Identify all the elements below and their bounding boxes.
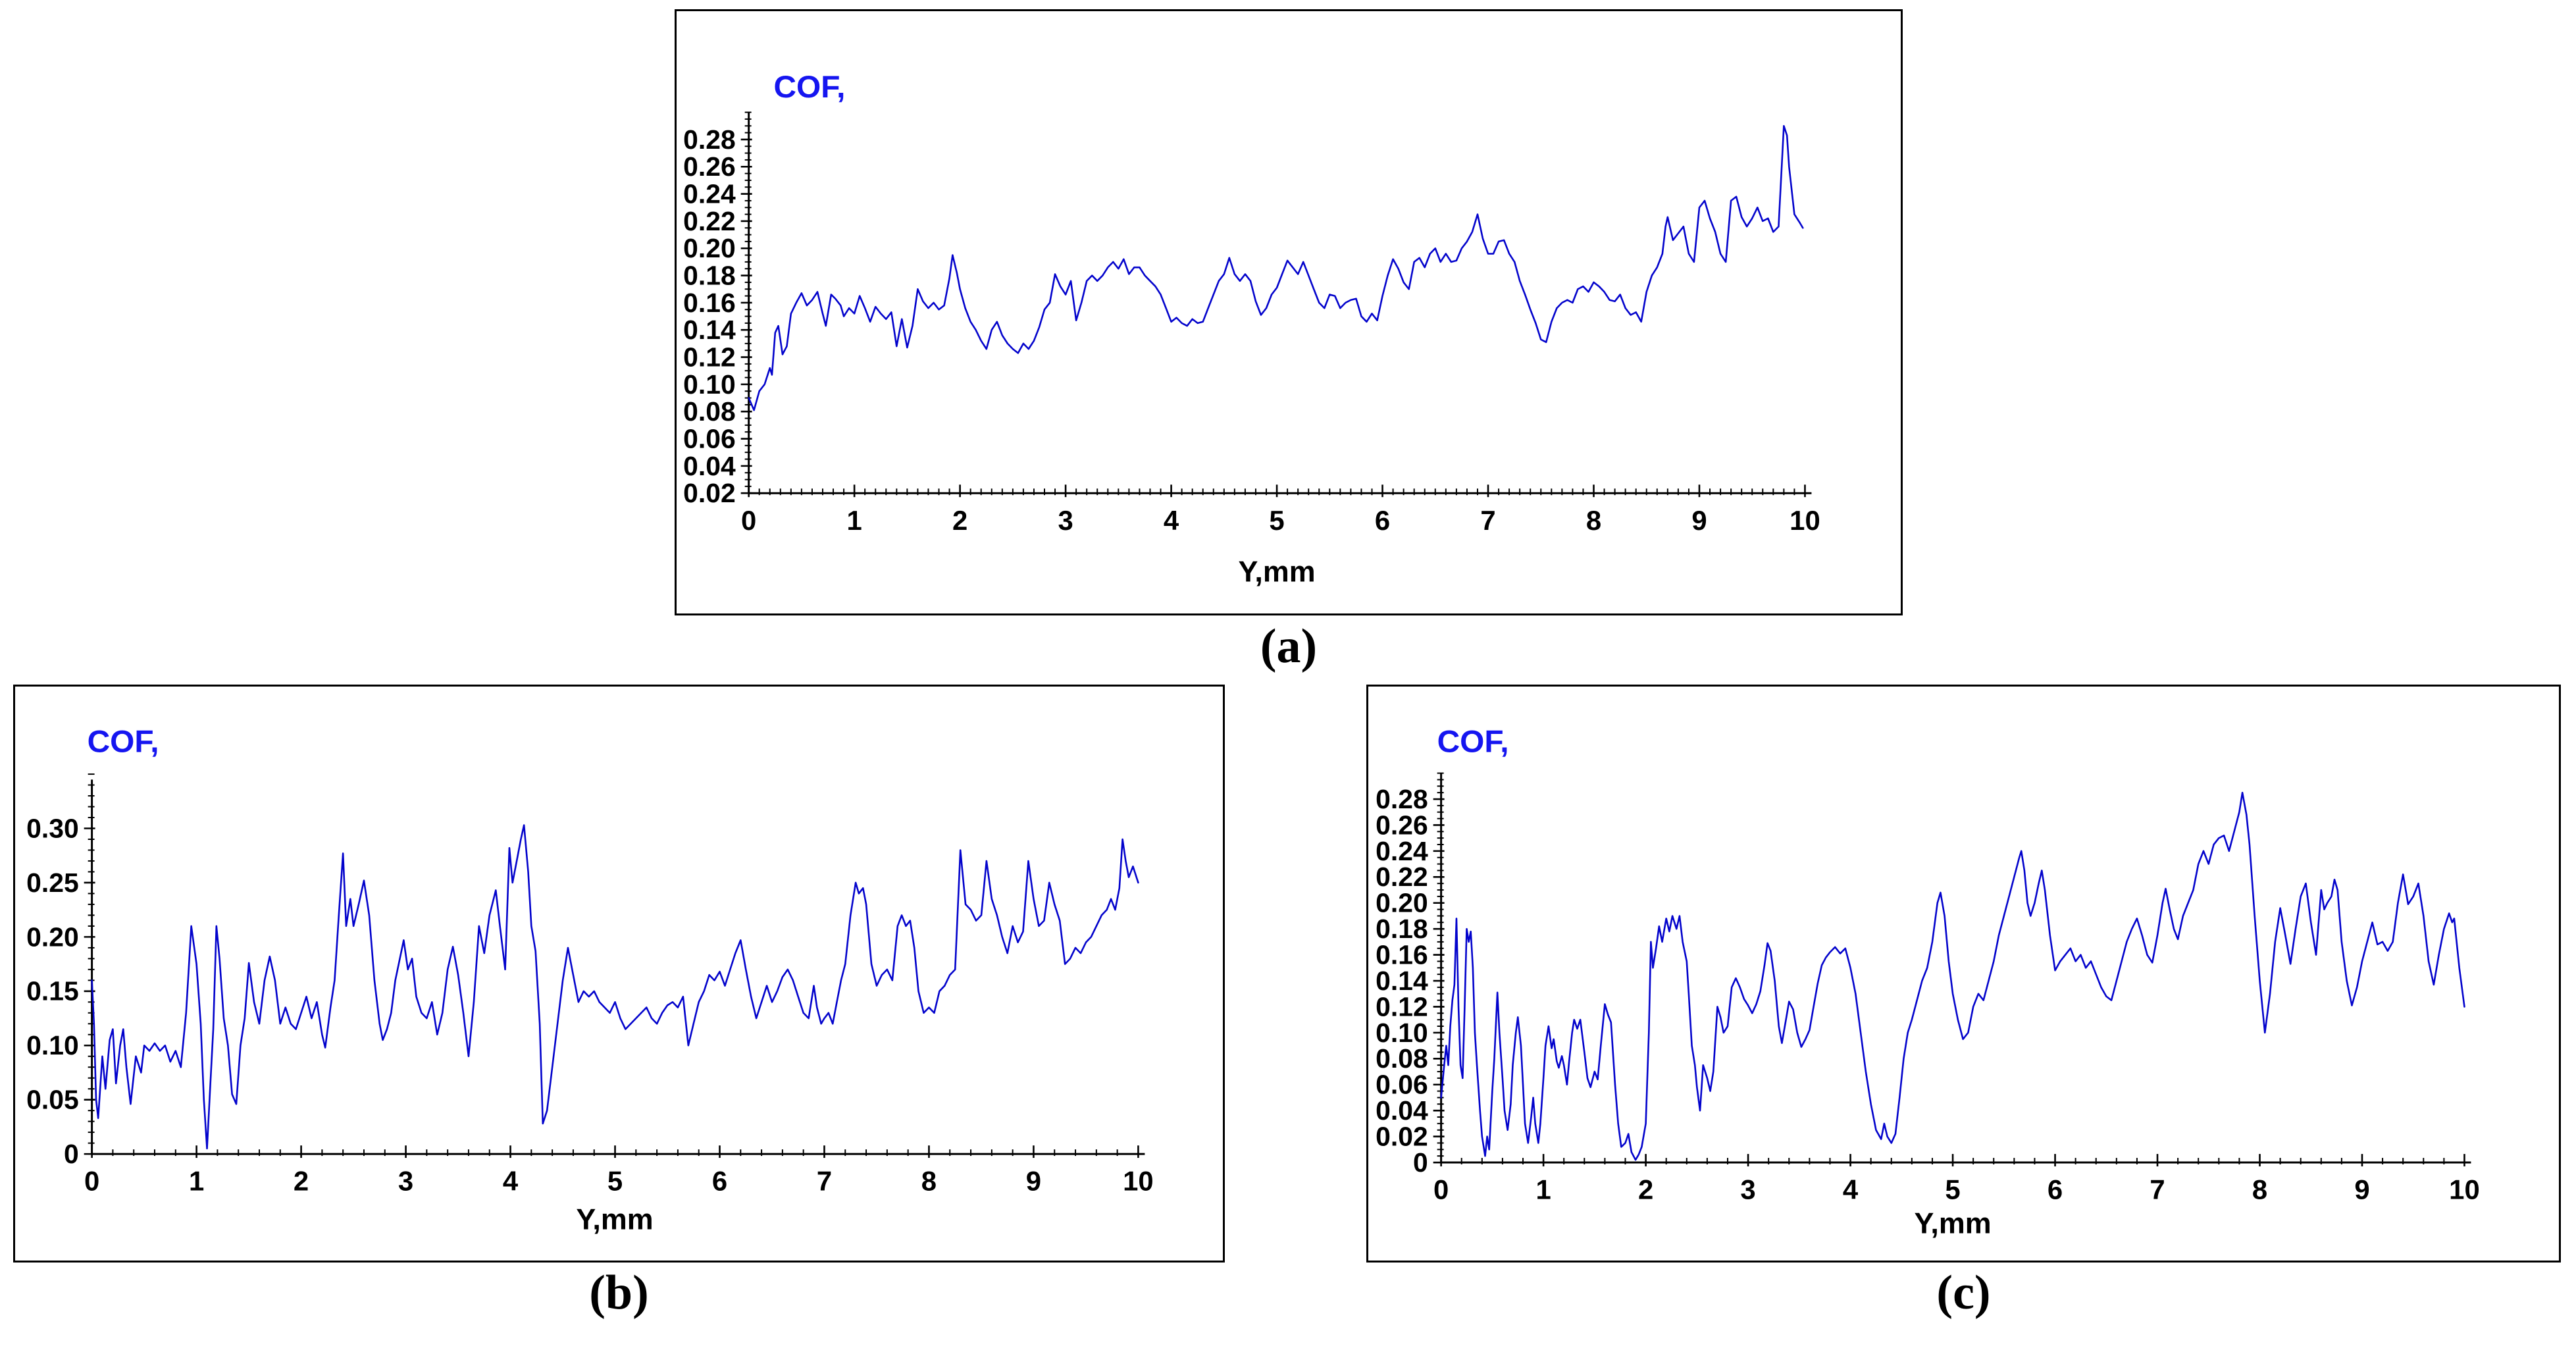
chart-panel-b: 0 0.05 0.10 0.15 0.20 0.25 0.30 0 1 2 3 4 5 6 7 8 9 10 COF… [13, 685, 1225, 1263]
x-tick-label: 0 [84, 1166, 99, 1197]
x-tick-label: 9 [1026, 1166, 1041, 1197]
x-tick-label: 8 [921, 1166, 937, 1197]
chart-title: COF, [88, 724, 159, 759]
y-tick-label: 0.08 [683, 396, 736, 427]
chart-panel-a: 0.02 0.04 0.06 0.08 0.10 0.12 0.14 0.16 0.18 0.20… [675, 9, 1903, 615]
y-minor-ticks [1437, 772, 1444, 1164]
cof-curve [1440, 791, 2465, 1161]
y-tick-label: 0.24 [683, 179, 736, 209]
axes [748, 112, 1812, 494]
y-tick-label: 0.05 [26, 1085, 79, 1115]
y-tick-label: 0.12 [683, 342, 736, 373]
y-tick-labels: 0 0.05 0.10 0.15 0.20 0.25 0.30 [26, 813, 95, 1169]
x-tick-label: 8 [2252, 1174, 2267, 1205]
y-tick-label: 0.28 [1376, 784, 1428, 814]
axes [91, 779, 1145, 1155]
x-tick-labels: 0 1 2 3 4 5 6 7 8 9 10 [741, 484, 1820, 536]
x-tick-label: 2 [952, 505, 967, 536]
y-tick-label: 0.12 [1376, 991, 1428, 1022]
y-tick-label: 0.22 [683, 206, 736, 236]
x-tick-label: 5 [607, 1166, 623, 1197]
cof-chart-c: 00.020.040.060.080.100.120.140.160.180.2… [1376, 724, 2480, 1239]
cof-chart-a: 0.020.040.060.080.100.120.140.160.180.20… [683, 70, 1820, 588]
cof-chart-b: 0 0.05 0.10 0.15 0.20 0.25 0.30 0 1 2 3 4 5 6 7 8 9 10 COF… [26, 724, 1154, 1236]
y-tick-label: 0.14 [1376, 966, 1428, 996]
y-tick-label: 0 [64, 1139, 79, 1169]
y-tick-label: 0.10 [1376, 1018, 1428, 1048]
caption-c: (c) [1936, 1266, 1991, 1320]
x-tick-label: 2 [294, 1166, 309, 1197]
x-tick-label: 8 [1586, 505, 1601, 536]
y-tick-label: 0.02 [683, 478, 736, 508]
chart-panel-c: 0 0.02 0.04 0.06 0.08 0.10 0.12 0.14 0.16 0.18 0.2… [1366, 685, 2561, 1263]
y-tick-label: 0.10 [683, 369, 736, 400]
y-tick-label: 0.28 [683, 124, 736, 155]
x-tick-labels: 0 1 2 3 4 5 6 7 8 9 10 [84, 1145, 1154, 1197]
y-tick-label: 0.22 [1376, 862, 1428, 892]
x-tick-label: 5 [1269, 505, 1284, 536]
x-tick-label: 7 [1480, 505, 1495, 536]
x-tick-label: 1 [846, 505, 862, 536]
y-tick-label: 0.16 [1376, 940, 1428, 970]
x-tick-label: 10 [1123, 1166, 1154, 1197]
y-tick-label: 0.26 [1376, 810, 1428, 840]
x-tick-label: 3 [1740, 1174, 1755, 1205]
x-tick-label: 1 [1535, 1174, 1551, 1205]
y-tick-label: 0.30 [26, 813, 79, 843]
x-tick-label: 5 [1945, 1174, 1960, 1205]
chart-title: COF, [774, 70, 846, 105]
y-tick-label: 0.14 [683, 315, 736, 345]
axes [1440, 773, 2471, 1164]
y-tick-label: 0.10 [26, 1030, 79, 1060]
x-axis-label: Y,mm [576, 1203, 653, 1236]
x-tick-label: 7 [817, 1166, 832, 1197]
x-tick-label: 4 [1843, 1174, 1858, 1205]
x-tick-label: 1 [189, 1166, 204, 1197]
y-tick-label: 0 [1413, 1147, 1428, 1178]
x-tick-label: 6 [2048, 1174, 2063, 1205]
y-tick-label: 0.06 [1376, 1070, 1428, 1100]
x-tick-label: 0 [741, 505, 756, 536]
y-tick-labels: 0.020.040.060.080.100.120.140.160.180.20… [683, 124, 752, 508]
x-axis-label: Y,mm [1914, 1207, 1991, 1239]
x-tick-label: 7 [2150, 1174, 2165, 1205]
y-tick-label: 0.04 [1376, 1095, 1428, 1126]
x-tick-label: 0 [1433, 1174, 1449, 1205]
x-tick-label: 6 [1375, 505, 1390, 536]
y-tick-label: 0.20 [1376, 888, 1428, 918]
y-tick-label: 0.20 [683, 233, 736, 263]
x-tick-label: 2 [1638, 1174, 1653, 1205]
y-tick-label: 0.18 [1376, 914, 1428, 944]
y-tick-label: 0.06 [683, 424, 736, 454]
x-tick-label: 6 [712, 1166, 727, 1197]
x-tick-label: 3 [398, 1166, 413, 1197]
caption-b: (b) [589, 1266, 649, 1320]
x-tick-label: 4 [1164, 505, 1179, 536]
y-tick-label: 0.08 [1376, 1043, 1428, 1074]
chart-title: COF, [1437, 724, 1509, 759]
x-tick-label: 10 [1790, 505, 1820, 536]
x-axis-label: Y,mm [1238, 555, 1315, 588]
caption-a: (a) [1260, 619, 1318, 673]
y-tick-label: 0.25 [26, 868, 79, 898]
y-tick-label: 0.02 [1376, 1122, 1428, 1152]
y-tick-labels: 00.020.040.060.080.100.120.140.160.180.2… [1376, 784, 1445, 1178]
y-tick-label: 0.26 [683, 151, 736, 182]
cof-curve [748, 124, 1804, 411]
y-tick-label: 0.24 [1376, 836, 1428, 866]
y-tick-label: 0.20 [26, 922, 79, 952]
cof-curve [91, 824, 1139, 1150]
x-tick-labels: 0 1 2 3 4 5 6 7 8 9 10 [1433, 1154, 2480, 1205]
y-tick-label: 0.04 [683, 451, 736, 481]
y-tick-label: 0.16 [683, 288, 736, 318]
x-tick-label: 10 [2449, 1174, 2480, 1205]
x-tick-label: 4 [503, 1166, 518, 1197]
x-tick-label: 3 [1058, 505, 1073, 536]
x-tick-label: 9 [1691, 505, 1707, 536]
y-tick-label: 0.15 [26, 976, 79, 1006]
x-tick-label: 9 [2354, 1174, 2369, 1205]
y-tick-label: 0.18 [683, 261, 736, 291]
